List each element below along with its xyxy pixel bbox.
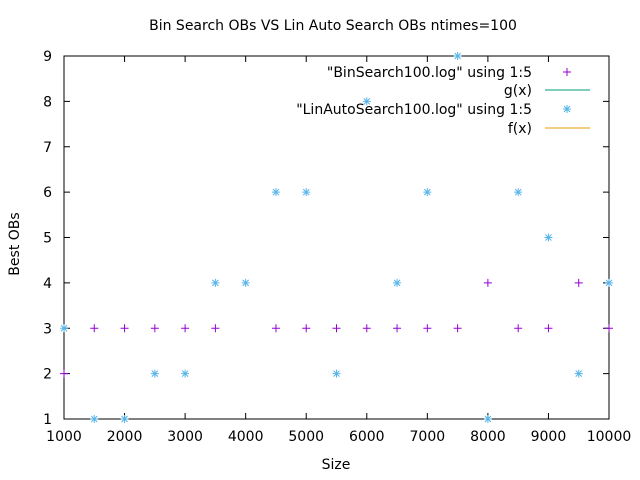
y-tick-label: 2 — [43, 367, 52, 383]
binsearch-point — [120, 324, 129, 333]
binsearch-point — [514, 324, 523, 333]
x-tick-label: 10000 — [587, 429, 632, 445]
chart-title: Bin Search OBs VS Lin Auto Search OBs nt… — [149, 18, 517, 34]
linautosearch-point — [362, 97, 371, 106]
linautosearch-point — [181, 369, 190, 378]
linautosearch-point — [544, 233, 553, 242]
binsearch-point — [362, 324, 371, 333]
x-axis-label: Size — [322, 457, 351, 473]
x-tick-label: 2000 — [107, 429, 143, 445]
y-tick-label: 1 — [43, 412, 52, 428]
legend-label: "BinSearch100.log" using 1:5 — [327, 65, 532, 81]
y-tick-label: 7 — [43, 140, 52, 156]
x-tick-label: 3000 — [167, 429, 203, 445]
data-points — [60, 52, 613, 423]
binsearch-point — [302, 324, 311, 333]
linautosearch-point — [90, 415, 99, 423]
binsearch-point — [544, 324, 553, 333]
linautosearch-point — [302, 188, 311, 197]
linautosearch-point — [605, 278, 613, 287]
x-tick-label: 9000 — [531, 429, 567, 445]
linautosearch-point — [453, 52, 462, 60]
binsearch-point — [605, 324, 613, 333]
linautosearch-point — [423, 188, 432, 197]
binsearch-point — [271, 324, 280, 333]
legend: "BinSearch100.log" using 1:5 g(x) "LinAuto… — [296, 65, 590, 137]
binsearch-point — [453, 324, 462, 333]
x-tick-label: 4000 — [228, 429, 264, 445]
linautosearch-point — [393, 278, 402, 287]
axis-ticks: 1000 2000 3000 4000 5000 6000 7000 8000 9000 1000… — [43, 49, 631, 445]
x-tick-label: 1000 — [46, 429, 82, 445]
legend-label: f(x) — [508, 121, 532, 137]
y-axis-label: Best OBs — [7, 212, 23, 275]
linautosearch-point — [60, 324, 68, 333]
binsearch-point — [150, 324, 159, 333]
y-tick-label: 9 — [43, 49, 52, 65]
x-tick-label: 5000 — [288, 429, 324, 445]
binsearch-point — [423, 324, 432, 333]
linautosearch-point — [211, 278, 220, 287]
linautosearch-point — [332, 369, 341, 378]
linautosearch-point — [574, 369, 583, 378]
y-tick-label: 6 — [43, 185, 52, 201]
binsearch-point — [181, 324, 190, 333]
legend-marker-sample — [563, 105, 571, 113]
legend-marker-sample — [563, 68, 571, 76]
x-tick-label: 6000 — [349, 429, 385, 445]
linautosearch-point — [120, 415, 129, 423]
linautosearch-point — [150, 369, 159, 378]
y-tick-label: 8 — [43, 94, 52, 110]
linautosearch-point — [483, 415, 492, 423]
binsearch-point — [60, 369, 68, 378]
binsearch-point — [483, 278, 492, 287]
binsearch-point — [574, 278, 583, 287]
binsearch-point — [393, 324, 402, 333]
binsearch-point — [332, 324, 341, 333]
y-tick-label: 4 — [43, 276, 52, 292]
x-tick-label: 8000 — [470, 429, 506, 445]
binsearch-point — [90, 324, 99, 333]
legend-label: g(x) — [504, 83, 532, 99]
linautosearch-point — [241, 278, 250, 287]
binsearch-point — [211, 324, 220, 333]
legend-label: "LinAutoSearch100.log" using 1:5 — [296, 102, 532, 118]
linautosearch-point — [514, 188, 523, 197]
x-tick-label: 7000 — [410, 429, 446, 445]
y-tick-label: 3 — [43, 321, 52, 337]
linautosearch-point — [271, 188, 280, 197]
y-tick-label: 5 — [43, 231, 52, 247]
